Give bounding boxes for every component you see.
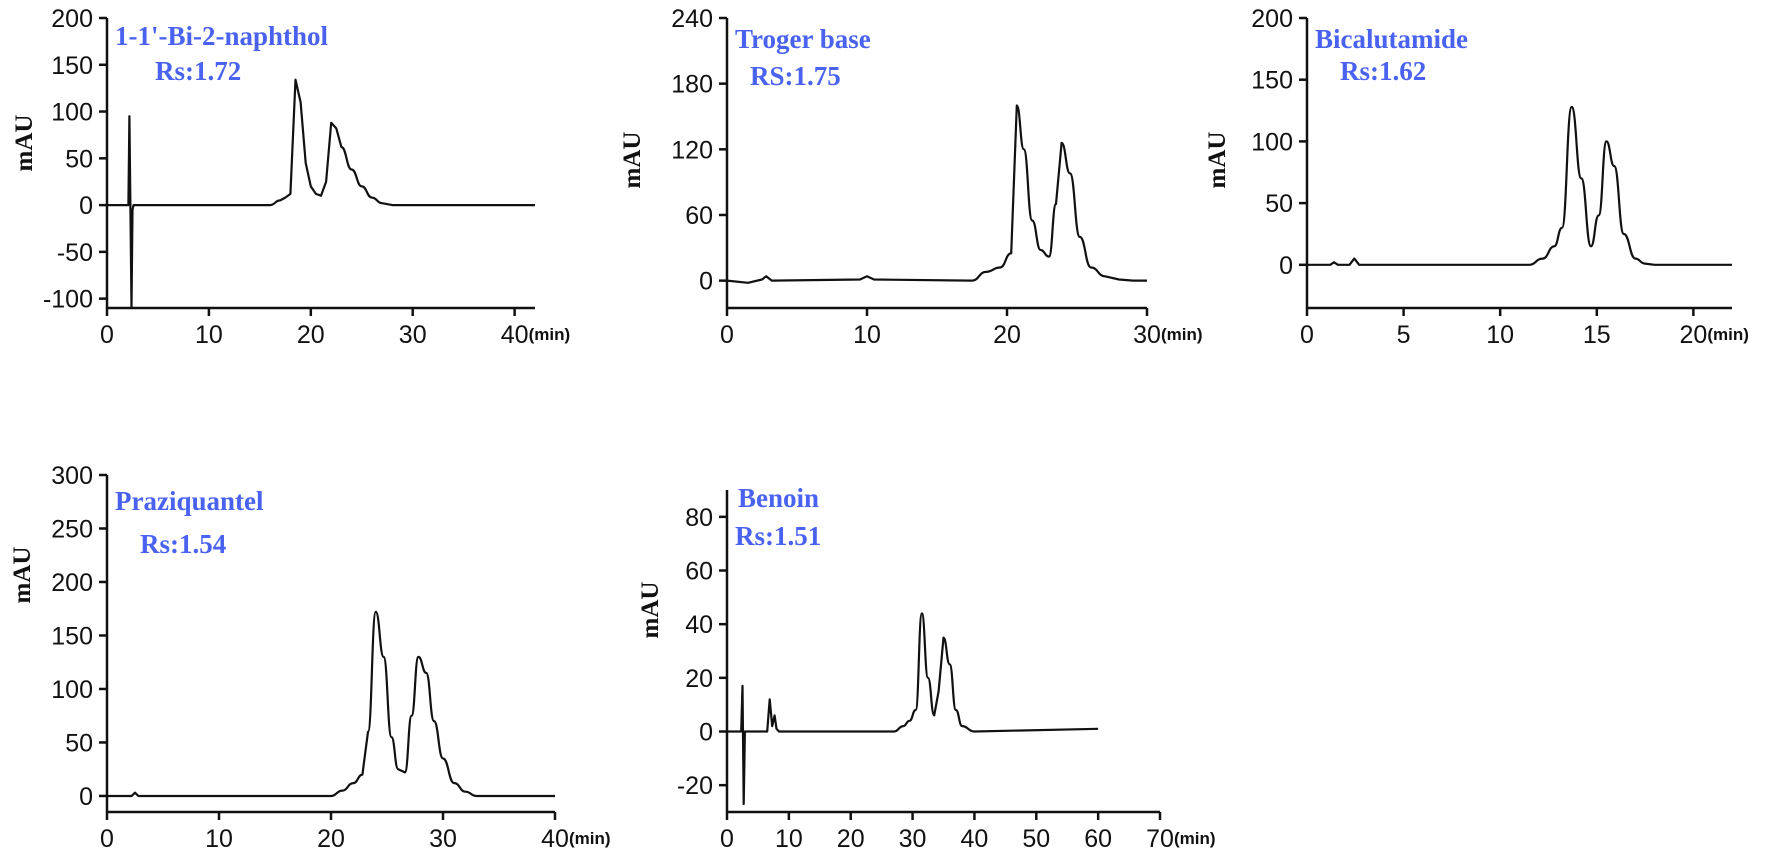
y-tick-label: 0: [699, 268, 713, 296]
y-tick-label: 20: [685, 665, 713, 693]
x-unit-label: (min): [1707, 325, 1749, 344]
chromatogram-trace: [107, 610, 555, 798]
x-tick-label: 20: [1679, 321, 1707, 349]
y-tick-label: 250: [51, 515, 93, 543]
x-tick-label: 50: [1022, 825, 1050, 853]
panel-troger-base: Troger base RS:1.75 0 10 20 30 (min) 0 60 120 18…: [619, 5, 1203, 349]
x-unit-label: (min): [1174, 829, 1216, 848]
x-tick-label: 10: [195, 321, 223, 349]
panel-resolution: Rs:1.72: [155, 56, 241, 86]
x-tick-label: 30: [899, 825, 927, 853]
chromatogram-trace: [726, 104, 1147, 284]
x-tick-label: 15: [1583, 321, 1611, 349]
y-tick-label: 150: [51, 622, 93, 650]
panel-binaphthol: 1-1'-Bi-2-naphthol Rs:1.72 0 10 20 30 40 (min…: [11, 5, 570, 349]
panel-title: Bicalutamide: [1315, 24, 1468, 54]
y-tick-label: 60: [685, 202, 713, 230]
panel-resolution: RS:1.75: [750, 61, 841, 91]
y-tick-label: 200: [1251, 5, 1293, 33]
y-tick-label: 40: [685, 611, 713, 639]
x-tick-label: 5: [1397, 321, 1411, 349]
x-tick-label: 70: [1146, 825, 1174, 853]
y-tick-label: 300: [51, 462, 93, 490]
y-tick-label: 50: [65, 145, 93, 173]
panel-title: Benoin: [738, 483, 819, 513]
x-tick-label: 20: [993, 321, 1021, 349]
chromatogram-trace: [107, 78, 535, 310]
x-tick-label: 20: [297, 321, 325, 349]
y-tick-label: 0: [1279, 252, 1293, 280]
x-tick-label: 10: [205, 825, 233, 853]
y-tick-label: 200: [51, 569, 93, 597]
panel-title: 1-1'-Bi-2-naphthol: [115, 21, 329, 51]
x-tick-label: 30: [399, 321, 427, 349]
panel-resolution: Rs:1.54: [140, 529, 226, 559]
y-tick-label: 0: [79, 783, 93, 811]
x-tick-label: 60: [1084, 825, 1112, 853]
x-tick-label: 0: [100, 321, 114, 349]
y-tick-label: 120: [671, 136, 713, 164]
y-tick-label: 50: [65, 729, 93, 757]
x-tick-label: 0: [720, 321, 734, 349]
y-tick-label: 50: [1265, 190, 1293, 218]
y-axis-label: mAU: [9, 547, 36, 604]
x-tick-label: 10: [1486, 321, 1514, 349]
y-tick-label: 150: [1251, 67, 1293, 95]
y-tick-label: -50: [57, 239, 93, 267]
x-tick-label: 10: [775, 825, 803, 853]
y-tick-label: 80: [685, 504, 713, 532]
x-unit-label: (min): [529, 325, 571, 344]
x-tick-label: 0: [100, 825, 114, 853]
panel-resolution: Rs:1.62: [1340, 56, 1426, 86]
chromatogram-trace: [727, 612, 1099, 806]
y-tick-label: 100: [1251, 128, 1293, 156]
y-tick-label: -100: [43, 286, 93, 314]
y-tick-label: 100: [51, 676, 93, 704]
chromatogram-trace: [1307, 105, 1732, 266]
y-axis-label: mAU: [1204, 132, 1231, 189]
y-axis-label: mAU: [619, 132, 646, 189]
x-tick-label: 30: [429, 825, 457, 853]
x-unit-label: (min): [569, 829, 611, 848]
y-tick-label: 0: [699, 719, 713, 747]
y-axis-label: mAU: [637, 582, 664, 639]
x-tick-label: 40: [961, 825, 989, 853]
panel-resolution: Rs:1.51: [735, 521, 821, 551]
y-tick-label: -20: [677, 772, 713, 800]
x-tick-label: 20: [317, 825, 345, 853]
x-unit-label: (min): [1161, 325, 1203, 344]
x-tick-label: 10: [853, 321, 881, 349]
y-axis-label: mAU: [11, 115, 38, 172]
x-tick-label: 0: [1300, 321, 1314, 349]
y-tick-label: 150: [51, 52, 93, 80]
y-tick-label: 200: [51, 5, 93, 33]
y-tick-label: 60: [685, 558, 713, 586]
x-tick-label: 20: [837, 825, 865, 853]
panel-bicalutamide: Bicalutamide Rs:1.62 0 5 10 15 20 (min) 0 50 100…: [1204, 5, 1749, 349]
x-tick-label: 40: [541, 825, 569, 853]
x-tick-label: 40: [501, 321, 529, 349]
x-tick-label: 0: [720, 825, 734, 853]
panel-title: Troger base: [735, 24, 871, 54]
panel-title: Praziquantel: [115, 486, 264, 516]
y-tick-label: 180: [671, 71, 713, 99]
y-tick-label: 100: [51, 99, 93, 127]
panel-benoin: Benoin Rs:1.51 0 10 20 30 40 50 60 70 (min)-2002…: [637, 483, 1216, 853]
y-tick-label: 0: [79, 192, 93, 220]
x-tick-label: 30: [1133, 321, 1161, 349]
panel-praziquantel: Praziquantel Rs:1.54 0 10 20 30 40 (min) 0 50 10…: [9, 462, 611, 853]
y-tick-label: 240: [671, 5, 713, 33]
